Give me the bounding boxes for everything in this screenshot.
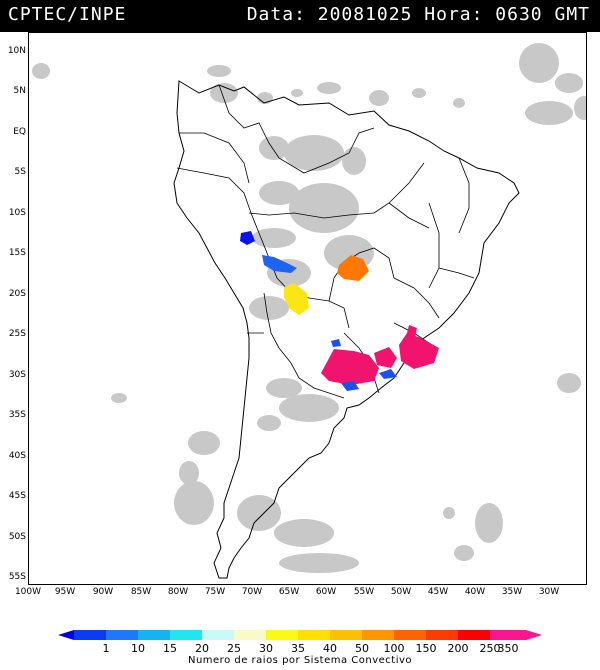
convective-system-rio-grande-sul[interactable]	[374, 347, 397, 368]
lat-label-10n: 10N	[7, 46, 26, 56]
convective-system-rs-blue[interactable]	[379, 369, 397, 379]
lon-label-80w: 80W	[167, 587, 189, 597]
lat-label-5s: 5S	[14, 167, 26, 177]
convective-system-parana[interactable]	[399, 333, 439, 369]
color-bar	[58, 630, 542, 640]
convective-systems	[240, 231, 439, 391]
colorbar-swatch	[426, 630, 458, 640]
lat-label-55s: 55S	[8, 572, 26, 582]
lat-label-10s: 10S	[8, 208, 26, 218]
lon-label-85w: 85W	[130, 587, 152, 597]
convective-system-bolivia-center[interactable]	[262, 255, 297, 273]
colorbar-swatch	[170, 630, 202, 640]
colorbar-tick: 150	[415, 642, 437, 655]
convective-system-paraguay-chaco[interactable]	[284, 283, 309, 315]
convective-system-uruguay-blue[interactable]	[341, 381, 359, 391]
colorbar-swatch	[490, 630, 526, 640]
convective-system-parana-north[interactable]	[407, 325, 417, 338]
colorbar-tick: 10	[131, 642, 145, 655]
lon-label-35w: 35W	[501, 587, 523, 597]
south-america-outline	[173, 80, 520, 579]
lon-label-50w: 50W	[390, 587, 412, 597]
lon-label-95w: 95W	[54, 587, 76, 597]
lon-label-60w: 60W	[315, 587, 337, 597]
colorbar-tick: 15	[163, 642, 177, 655]
lat-label-50s: 50S	[8, 532, 26, 542]
map-panel[interactable]	[28, 32, 587, 585]
convective-system-misiones-blue[interactable]	[331, 339, 341, 347]
lat-label-30s: 30S	[8, 370, 26, 380]
colorbar-swatch	[362, 630, 394, 640]
map-svg	[32, 43, 586, 579]
colorbar-tick: 350	[497, 642, 519, 655]
lat-label-35s: 35S	[8, 410, 26, 420]
convective-system-mato-grosso[interactable]	[337, 255, 369, 281]
colorbar-swatch	[394, 630, 426, 640]
colorbar-tick: 35	[291, 642, 305, 655]
lat-label-5n: 5N	[13, 86, 26, 96]
colorbar-tick: 20	[195, 642, 209, 655]
lon-label-100w: 100W	[14, 587, 42, 597]
colorbar-swatch	[330, 630, 362, 640]
lon-label-90w: 90W	[92, 587, 114, 597]
colorbar-swatch	[106, 630, 138, 640]
colorbar-tick: 25	[227, 642, 241, 655]
colorbar-tick: 200	[447, 642, 469, 655]
colorbar-swatch	[202, 630, 234, 640]
lat-label-40s: 40S	[8, 451, 26, 461]
colorbar-swatch	[298, 630, 330, 640]
colorbar-swatch	[458, 630, 490, 640]
colorbar-tick: 30	[259, 642, 273, 655]
lat-label-25s: 25S	[8, 329, 26, 339]
lat-label-20s: 20S	[8, 289, 26, 299]
lon-label-30w: 30W	[538, 587, 560, 597]
convective-system-bolivia-north[interactable]	[240, 231, 255, 245]
convective-system-argentina-ne[interactable]	[321, 349, 379, 385]
colorbar-arrow-right	[526, 630, 542, 640]
lon-label-55w: 55W	[353, 587, 375, 597]
colorbar-tick: 50	[355, 642, 369, 655]
title-bar: CPTEC/INPE Data: 20081025 Hora: 0630 GMT	[0, 0, 600, 32]
lon-label-40w: 40W	[464, 587, 486, 597]
colorbar-tick: 1	[102, 642, 110, 655]
lat-label-45s: 45S	[8, 491, 26, 501]
colorbar-title: Numero de raios por Sistema Convectivo	[187, 655, 413, 666]
colorbar-swatch	[266, 630, 298, 640]
datetime-label: Data: 20081025 Hora: 0630 GMT	[246, 4, 590, 25]
colorbar-swatch	[138, 630, 170, 640]
colorbar-tick: 250	[479, 642, 501, 655]
colorbar-tick: 40	[323, 642, 337, 655]
lon-label-45w: 45W	[427, 587, 449, 597]
lon-label-65w: 65W	[278, 587, 300, 597]
colorbar-swatch	[234, 630, 266, 640]
lat-label-15s: 15S	[8, 248, 26, 258]
colorbar-arrow-left	[58, 630, 74, 640]
colorbar-swatch	[74, 630, 106, 640]
cloud-cover	[32, 43, 586, 573]
colorbar-tick: 100	[383, 642, 405, 655]
lon-label-70w: 70W	[241, 587, 263, 597]
source-label: CPTEC/INPE	[8, 4, 127, 25]
lat-label-eq: EQ	[13, 127, 26, 137]
lon-label-75w: 75W	[204, 587, 226, 597]
